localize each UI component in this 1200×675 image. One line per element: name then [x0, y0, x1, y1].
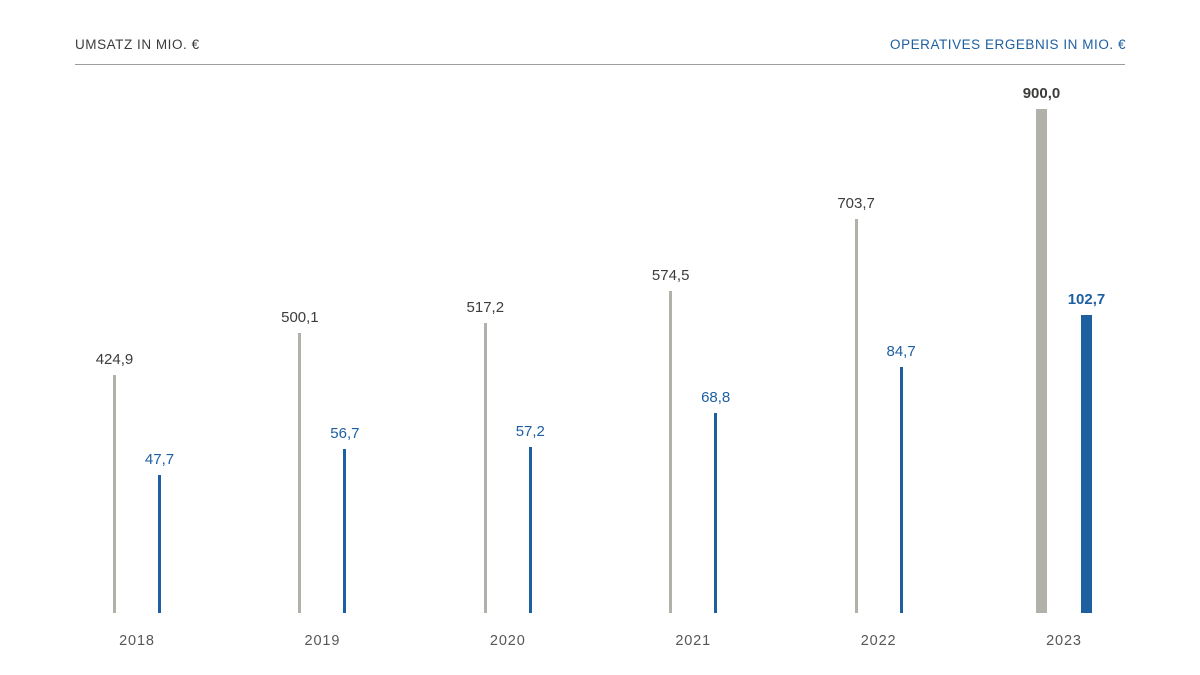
header-divider-line — [75, 64, 1125, 65]
right-axis-title: OPERATIVES ERGEBNIS IN MIO. € — [890, 37, 1126, 52]
year-label-2020: 2020 — [489, 633, 526, 649]
year-label-2021: 2021 — [675, 633, 712, 649]
value-label-ergebnis-2019: 56,7 — [330, 425, 360, 442]
bar-umsatz-2023 — [1036, 109, 1047, 613]
year-label-2019: 2019 — [304, 633, 341, 649]
bar-ergebnis-2021 — [714, 413, 718, 613]
value-label-ergebnis-2018: 47,7 — [144, 451, 175, 468]
value-label-umsatz-2023: 900,0 — [1022, 85, 1061, 102]
year-label-2023: 2023 — [1046, 633, 1082, 649]
bar-umsatz-2018 — [113, 375, 116, 613]
bar-umsatz-2021 — [669, 291, 673, 613]
bar-ergebnis-2022 — [899, 367, 903, 613]
value-label-ergebnis-2021: 68,8 — [701, 389, 731, 406]
bar-ergebnis-2023 — [1081, 315, 1092, 613]
value-label-umsatz-2019: 500,1 — [281, 309, 319, 326]
value-label-umsatz-2020: 517,2 — [466, 299, 505, 316]
value-label-ergebnis-2020: 57,2 — [515, 423, 545, 440]
bar-ergebnis-2019 — [343, 449, 347, 613]
bar-ergebnis-2018 — [158, 475, 161, 613]
bar-ergebnis-2020 — [528, 447, 532, 613]
bar-umsatz-2019 — [298, 333, 302, 613]
value-label-umsatz-2018: 424,9 — [95, 351, 134, 368]
year-label-2022: 2022 — [860, 633, 897, 649]
value-label-umsatz-2022: 703,7 — [837, 195, 875, 212]
bar-umsatz-2022 — [854, 219, 858, 613]
value-label-ergebnis-2022: 84,7 — [886, 343, 916, 360]
value-label-umsatz-2021: 574,5 — [651, 267, 690, 284]
bar-umsatz-2020 — [483, 323, 487, 613]
value-label-ergebnis-2023: 102,7 — [1067, 291, 1106, 308]
left-axis-title: UMSATZ IN MIO. € — [75, 37, 200, 52]
year-label-2018: 2018 — [119, 633, 155, 649]
